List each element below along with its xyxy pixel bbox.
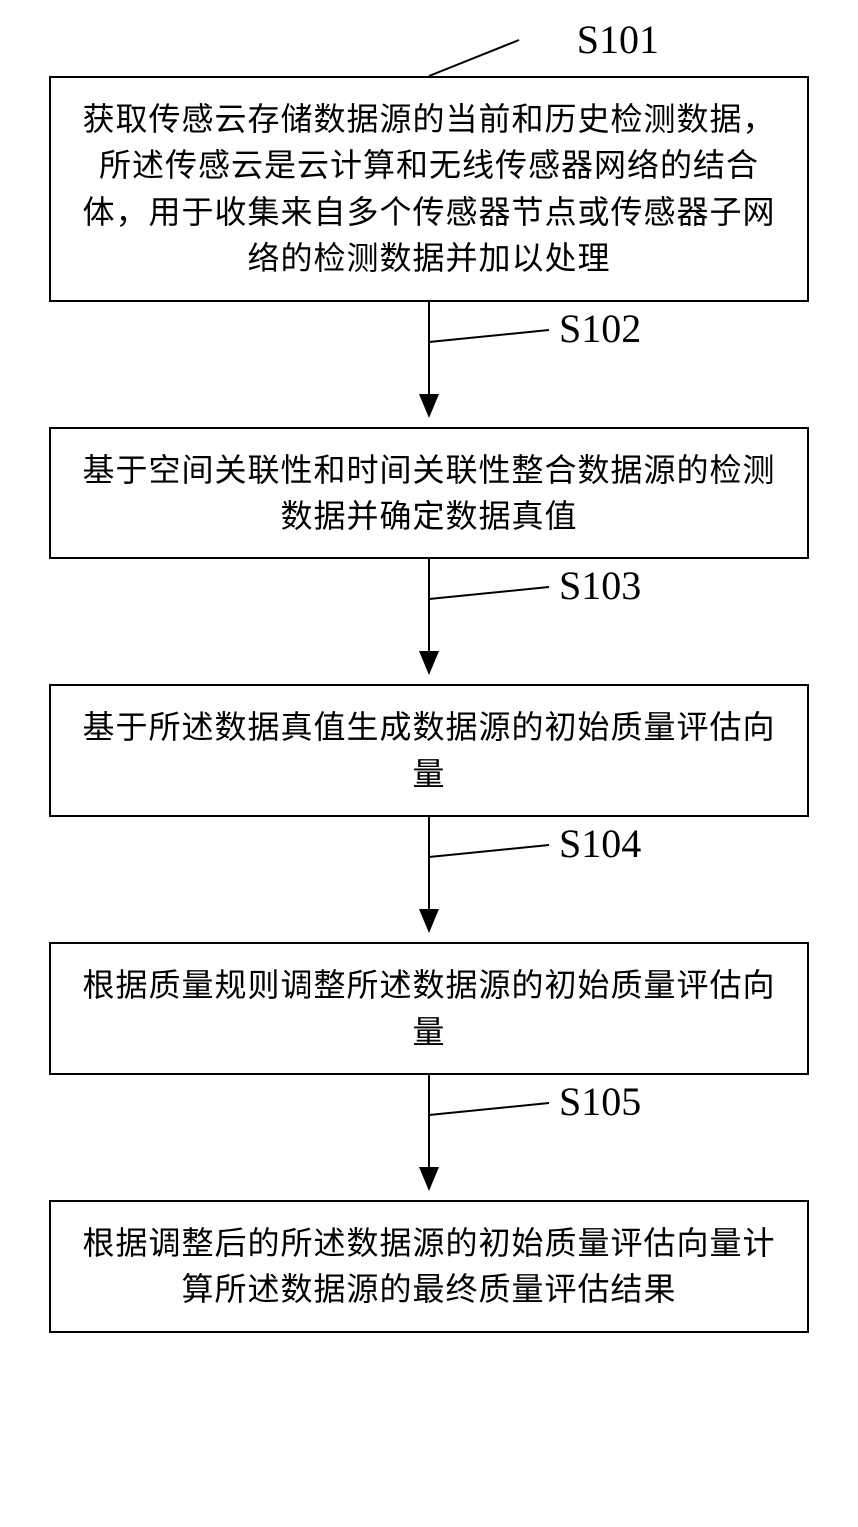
- step-text-s101: 获取传感云存储数据源的当前和历史检测数据，所述传感云是云计算和无线传感器网络的结…: [82, 101, 775, 276]
- step-label-s104: S104: [559, 821, 641, 866]
- step-text-s103: 基于所述数据真值生成数据源的初始质量评估向量: [82, 709, 775, 791]
- connector-s101-s102: S102: [49, 302, 809, 427]
- step-label-s103: S103: [559, 563, 641, 608]
- label-leader-s101: S101: [49, 20, 809, 76]
- connector-s104-s105: S105: [49, 1075, 809, 1200]
- flowchart-container: S101 获取传感云存储数据源的当前和历史检测数据，所述传感云是云计算和无线传感…: [20, 20, 838, 1333]
- step-text-s102: 基于空间关联性和时间关联性整合数据源的检测数据并确定数据真值: [82, 452, 775, 534]
- step-box-s101: 获取传感云存储数据源的当前和历史检测数据，所述传感云是云计算和无线传感器网络的结…: [49, 76, 809, 302]
- step-box-s104: 根据质量规则调整所述数据源的初始质量评估向量: [49, 942, 809, 1075]
- step-text-s105: 根据调整后的所述数据源的初始质量评估向量计算所述数据源的最终质量评估结果: [82, 1225, 775, 1307]
- connector-s103-s104: S104: [49, 817, 809, 942]
- step-text-s104: 根据质量规则调整所述数据源的初始质量评估向量: [82, 967, 775, 1049]
- step-box-s105: 根据调整后的所述数据源的初始质量评估向量计算所述数据源的最终质量评估结果: [49, 1200, 809, 1333]
- step-box-s102: 基于空间关联性和时间关联性整合数据源的检测数据并确定数据真值: [49, 427, 809, 560]
- leader-line-s101: [49, 20, 809, 76]
- step-box-s103: 基于所述数据真值生成数据源的初始质量评估向量: [49, 684, 809, 817]
- connector-s102-s103: S103: [49, 559, 809, 684]
- step-label-s102: S102: [559, 306, 641, 351]
- step-label-s105: S105: [559, 1079, 641, 1124]
